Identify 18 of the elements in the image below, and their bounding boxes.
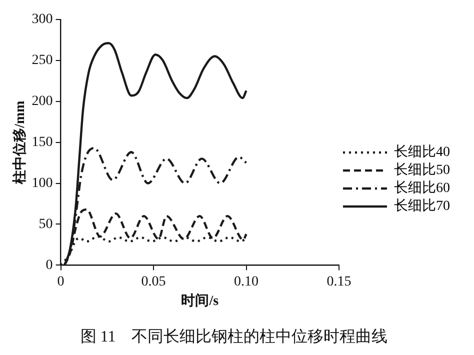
legend-label: 长细比40 xyxy=(394,144,450,160)
legend-label: 长细比70 xyxy=(394,198,450,214)
y-tick-label: 150 xyxy=(32,134,53,150)
legend-label: 长细比50 xyxy=(394,162,450,178)
y-axis-title: 柱中位移/mm xyxy=(12,100,28,185)
legend-label: 长细比60 xyxy=(394,180,450,196)
y-tick-label: 300 xyxy=(32,12,53,28)
text: 图 11 不同长细比钢柱的柱中位移时程曲线 xyxy=(80,328,388,346)
x-tick-label: 0.10 xyxy=(234,274,259,290)
y-tick-label: 100 xyxy=(32,176,53,191)
x-tick-label: 0.05 xyxy=(141,274,166,290)
y-tick-label: 50 xyxy=(38,216,53,232)
y-tick-label: 0 xyxy=(46,258,53,273)
y-tick-label: 250 xyxy=(32,53,53,68)
x-tick-label: 0 xyxy=(57,274,64,290)
y-tick-label: 200 xyxy=(32,94,53,110)
x-axis-title: 时间/s xyxy=(181,293,220,310)
x-tick-label: 0.15 xyxy=(326,274,352,290)
